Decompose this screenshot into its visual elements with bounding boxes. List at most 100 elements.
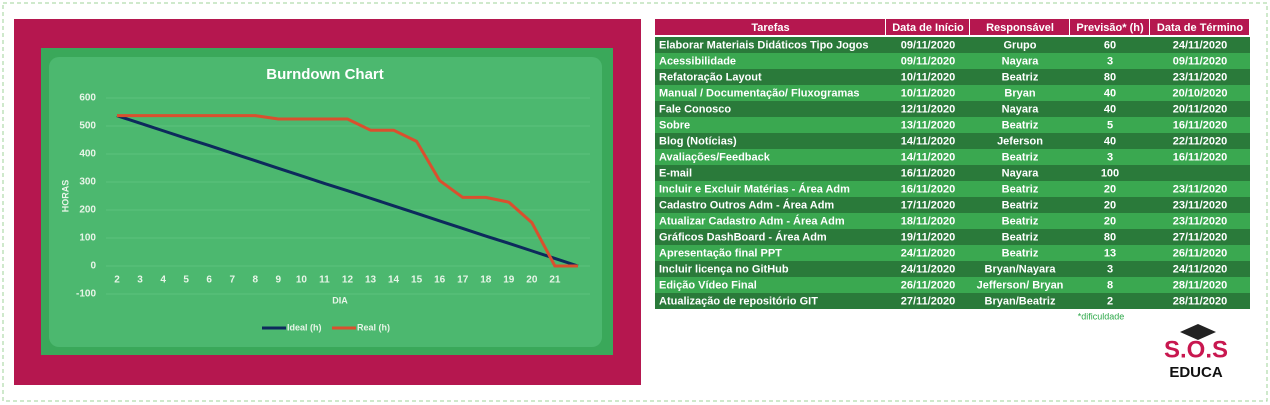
table-row xyxy=(655,229,1250,245)
table-cell: 27/11/2020 xyxy=(1173,231,1227,243)
table-cell: 20 xyxy=(1104,183,1116,195)
header-cell xyxy=(970,19,1069,35)
table-cell: 24/11/2020 xyxy=(901,263,955,275)
table-row xyxy=(655,277,1250,293)
x-tick-label: 13 xyxy=(365,275,377,286)
y-tick-label: -100 xyxy=(76,289,96,300)
table-cell: 80 xyxy=(1104,71,1116,83)
table-cell: Nayara xyxy=(1002,167,1040,179)
table-cell: 24/11/2020 xyxy=(901,247,955,259)
table-cell: 23/11/2020 xyxy=(1173,183,1227,195)
table-cell: Bryan/Beatriz xyxy=(985,295,1056,307)
table-cell: 12/11/2020 xyxy=(901,103,955,115)
table-cell: 80 xyxy=(1104,231,1116,243)
table-cell: Refatoração Layout xyxy=(659,71,762,83)
header-text: Tarefas xyxy=(751,22,789,34)
table-row xyxy=(655,213,1250,229)
header-text: Data de Término xyxy=(1157,22,1243,34)
table-cell: Atualizar Cadastro Adm - Área Adm xyxy=(659,214,845,227)
table-cell: Beatriz xyxy=(1002,119,1039,131)
table-cell: 3 xyxy=(1107,151,1113,163)
table-cell: Beatriz xyxy=(1002,71,1039,83)
table-cell: 16/11/2020 xyxy=(901,183,955,195)
table-cell: E-mail xyxy=(659,167,692,179)
table-cell: Bryan/Nayara xyxy=(985,263,1057,275)
table-cell: 23/11/2020 xyxy=(1173,215,1227,227)
x-tick-label: 9 xyxy=(276,275,282,286)
table-cell: 40 xyxy=(1104,87,1116,99)
table-cell: 23/11/2020 xyxy=(1173,71,1227,83)
table-cell: 22/11/2020 xyxy=(1173,135,1227,147)
table-row xyxy=(655,165,1250,181)
table-row xyxy=(655,197,1250,213)
x-tick-label: 7 xyxy=(229,275,235,286)
y-tick-label: 400 xyxy=(79,149,96,160)
table-cell: 27/11/2020 xyxy=(901,295,955,307)
table-cell: 40 xyxy=(1104,135,1116,147)
table-cell: Apresentação final PPT xyxy=(659,247,782,259)
table-cell: 14/11/2020 xyxy=(901,135,955,147)
table-cell: 09/11/2020 xyxy=(901,55,955,67)
table-cell: Beatriz xyxy=(1002,151,1039,163)
table-cell: 40 xyxy=(1104,103,1116,115)
table-row xyxy=(655,85,1250,101)
header-text: Responsável xyxy=(986,22,1054,34)
table-cell: 16/11/2020 xyxy=(1173,119,1227,131)
table-cell: 8 xyxy=(1107,279,1113,291)
table-cell: 13/11/2020 xyxy=(901,119,955,131)
table-cell: Jefferson/ Bryan xyxy=(977,279,1064,291)
table-cell: Nayara xyxy=(1002,55,1040,67)
table-cell: 24/11/2020 xyxy=(1173,263,1227,275)
logo-title: S.O.S xyxy=(1164,336,1228,363)
table-row xyxy=(655,117,1250,133)
table-cell: 16/11/2020 xyxy=(1173,151,1227,163)
table-cell: Beatriz xyxy=(1002,215,1039,227)
table-cell: Jeferson xyxy=(997,135,1043,147)
table-cell: 3 xyxy=(1107,55,1113,67)
x-tick-label: 18 xyxy=(480,275,492,286)
table-cell: 26/11/2020 xyxy=(901,279,955,291)
table-row xyxy=(655,133,1250,149)
table-row xyxy=(655,101,1250,117)
table-cell: 20/11/2020 xyxy=(1173,103,1227,115)
logo-subtitle: EDUCA xyxy=(1169,364,1223,381)
table-cell: Beatriz xyxy=(1002,247,1039,259)
y-axis-label: HORAS xyxy=(60,180,70,213)
table-cell: 28/11/2020 xyxy=(1173,279,1227,291)
table-cell: 3 xyxy=(1107,263,1113,275)
table-cell: Cadastro Outros Adm - Área Adm xyxy=(659,198,834,211)
table-row xyxy=(655,53,1250,69)
plot-panel xyxy=(49,57,602,347)
table-row xyxy=(655,149,1250,165)
x-tick-label: 19 xyxy=(503,275,515,286)
table-cell: 100 xyxy=(1101,167,1119,179)
table-cell: 2 xyxy=(1107,295,1113,307)
table-cell: 17/11/2020 xyxy=(901,199,955,211)
table-cell: Incluir licença no GitHub xyxy=(659,263,789,275)
table-cell: Grupo xyxy=(1004,39,1037,51)
table-row xyxy=(655,69,1250,85)
table-row xyxy=(655,245,1250,261)
header-cell xyxy=(1070,19,1149,35)
table-cell: Edição Vídeo Final xyxy=(659,279,757,291)
table-row xyxy=(655,261,1250,277)
header-cell xyxy=(655,19,885,35)
table-cell: 10/11/2020 xyxy=(901,71,955,83)
table-cell: 14/11/2020 xyxy=(901,151,955,163)
chart-title: Burndown Chart xyxy=(266,66,384,83)
y-tick-label: 0 xyxy=(90,261,96,272)
table-cell: Blog (Notícias) xyxy=(659,135,737,147)
table-cell: 13 xyxy=(1104,247,1116,259)
x-tick-label: 2 xyxy=(114,275,120,286)
legend-label: Real (h) xyxy=(357,322,390,332)
y-tick-label: 500 xyxy=(79,121,96,132)
x-tick-label: 17 xyxy=(457,275,469,286)
x-tick-label: 11 xyxy=(319,275,330,286)
y-tick-label: 100 xyxy=(79,233,96,244)
header-cell xyxy=(886,19,969,35)
table-cell: 20/10/2020 xyxy=(1172,87,1227,99)
table-cell: 10/11/2020 xyxy=(901,87,955,99)
table-cell: 09/11/2020 xyxy=(1173,55,1227,67)
